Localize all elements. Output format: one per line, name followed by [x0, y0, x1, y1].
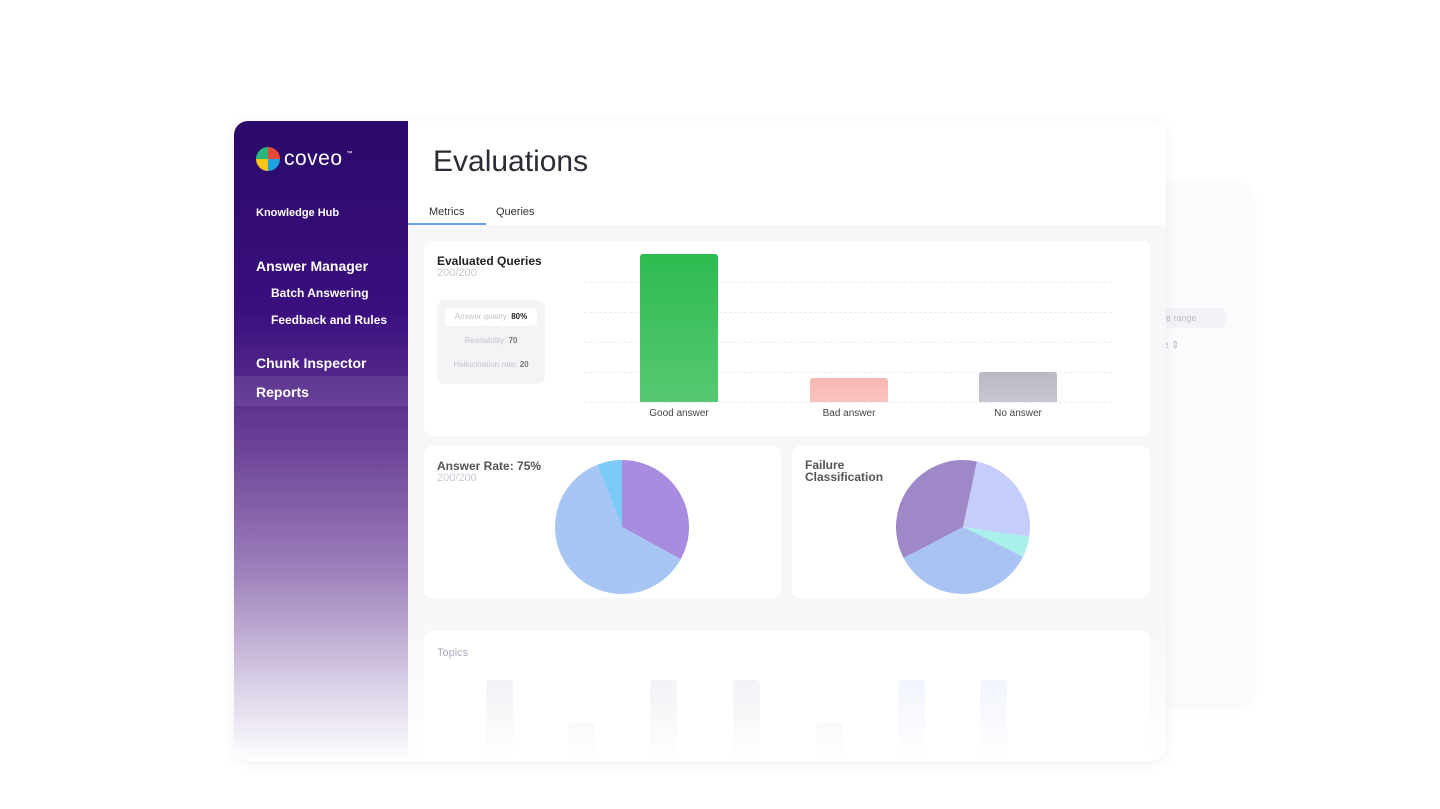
bar-label: No answer: [994, 408, 1042, 419]
tab-queries[interactable]: Queries: [496, 206, 535, 218]
page-title: Evaluations: [433, 145, 589, 178]
pie-slice[interactable]: [963, 527, 1030, 557]
date-range-input[interactable]: e range: [1160, 308, 1226, 328]
bottom-fade: [408, 611, 1166, 761]
pie-slice[interactable]: [622, 460, 689, 560]
metric-hallucination-rate[interactable]: Hallucination rate: 20: [453, 360, 529, 369]
pie-slice[interactable]: [903, 527, 1024, 594]
sort-header[interactable]: te ⇕: [1160, 340, 1180, 351]
gridline: [584, 372, 1112, 373]
trademark: ™: [346, 151, 353, 157]
sidebar-section-title: Knowledge Hub: [256, 207, 340, 219]
topics-title: Topics: [437, 647, 469, 659]
sidebar-item-reports[interactable]: Reports: [256, 384, 309, 400]
gridline: [584, 312, 1112, 313]
pie-slice[interactable]: [963, 461, 1030, 537]
tab-metrics[interactable]: Metrics: [429, 206, 465, 218]
brand-name: coveo: [284, 147, 343, 170]
coveo-logo-icon: [256, 147, 280, 171]
metric-readability[interactable]: Readability: 70: [464, 336, 518, 345]
gridline: [584, 282, 1112, 283]
sidebar-item-feedback-rules[interactable]: Feedback and Rules: [271, 313, 388, 327]
sidebar-item-batch-answering[interactable]: Batch Answering: [271, 286, 369, 300]
pie-slice[interactable]: [554, 464, 681, 595]
card-title: Evaluated Queries: [437, 254, 542, 268]
sidebar-item-chunk-inspector[interactable]: Chunk Inspector: [256, 355, 367, 371]
gridline: [584, 342, 1112, 343]
sidebar: coveo ™ Knowledge Hub Answer Manager Bat…: [234, 121, 408, 761]
sidebar-item-answer-manager[interactable]: Answer Manager: [256, 258, 369, 274]
card-subtitle: 200/200: [437, 472, 477, 484]
card-title: Answer Rate: 75%: [437, 459, 542, 473]
evaluated-queries-card: Evaluated Queries 200/200 Answer quality…: [424, 241, 1150, 436]
card-title: Failure Classification: [805, 458, 884, 484]
metrics-selector: Answer quality: 80% Readability: 70 Hall…: [437, 300, 545, 384]
bar-label: Good answer: [649, 408, 709, 419]
bar-label: Bad answer: [822, 408, 876, 419]
pie-charts: [554, 459, 1030, 595]
bar-no-answer[interactable]: [979, 372, 1057, 402]
bar-good-answer[interactable]: [640, 254, 718, 402]
page-header: Evaluations Metrics Queries: [408, 121, 1166, 225]
app-window: coveo ™ Knowledge Hub Answer Manager Bat…: [234, 121, 1166, 761]
active-tab-indicator: [408, 223, 486, 225]
metric-answer-quality[interactable]: Answer quality: 80%: [445, 308, 537, 326]
card-subtitle: 200/200: [437, 267, 477, 279]
bar-bad-answer[interactable]: [810, 378, 888, 402]
logo[interactable]: coveo ™: [256, 147, 353, 171]
pie-slice[interactable]: [597, 460, 622, 527]
pie-slice[interactable]: [896, 459, 977, 559]
active-item-highlight: [234, 376, 408, 406]
main-content: Evaluations Metrics Queries Evaluated Qu…: [408, 121, 1166, 761]
gridline: [584, 402, 1112, 403]
